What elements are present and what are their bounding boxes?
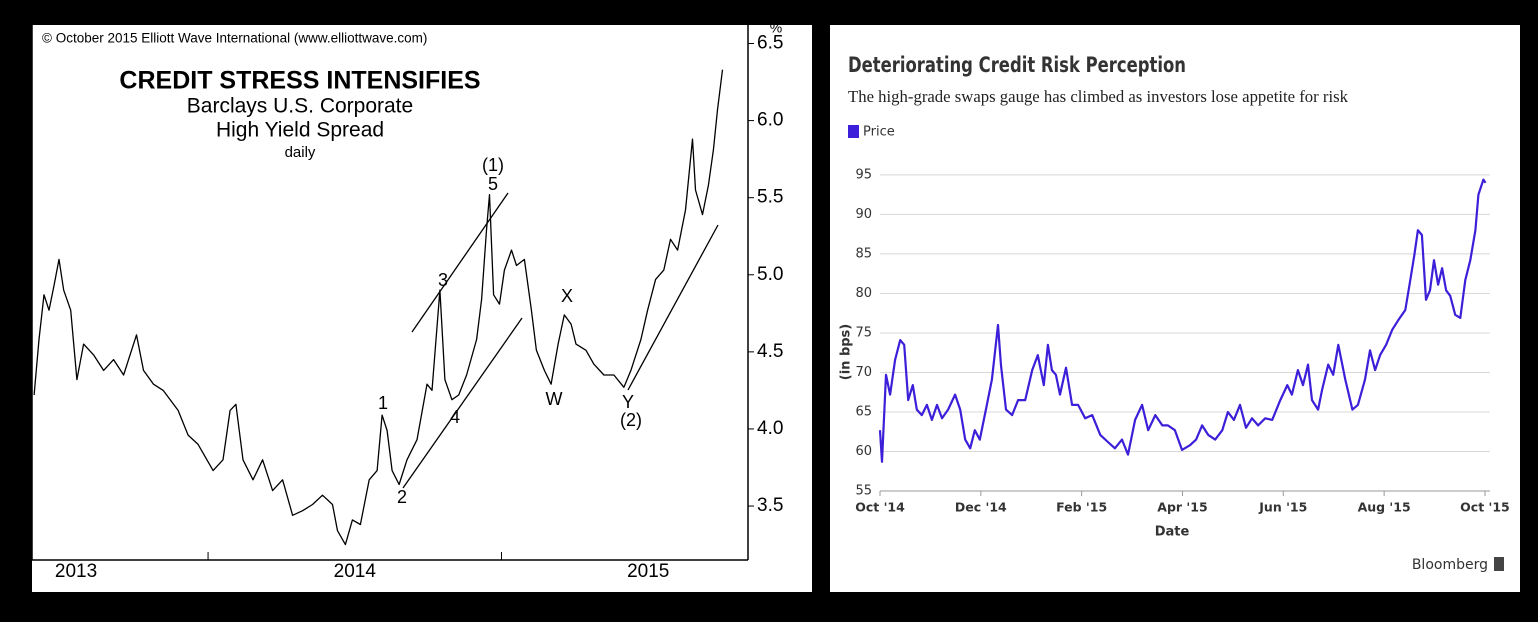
source-logo bbox=[1494, 557, 1504, 571]
x-tick-label: Feb '15 bbox=[1056, 500, 1107, 515]
y-tick-label: 80 bbox=[855, 286, 872, 301]
annotation: Y bbox=[622, 392, 634, 412]
y-unit: % bbox=[770, 20, 782, 36]
y-axis-label: (in bps) bbox=[839, 324, 854, 380]
x-tick-label: Dec '14 bbox=[955, 500, 1007, 515]
x-tick-label: Apr '15 bbox=[1157, 500, 1207, 515]
y-tick-label: 95 bbox=[855, 167, 872, 182]
x-tick-label: Oct '14 bbox=[855, 500, 905, 515]
left-panel bbox=[32, 25, 812, 592]
x-axis-label: Date bbox=[1155, 525, 1190, 540]
y-tick-label: 6.0 bbox=[757, 110, 783, 131]
annotation: 3 bbox=[438, 270, 448, 290]
y-tick-label: 4.5 bbox=[757, 341, 783, 362]
annotation: 5 bbox=[488, 174, 498, 194]
y-tick-label: 5.0 bbox=[757, 264, 783, 285]
x-tick-label: Jun '15 bbox=[1258, 500, 1307, 515]
y-tick-label: 70 bbox=[855, 365, 872, 380]
legend-label: Price bbox=[863, 125, 895, 140]
chart-subtitle: daily bbox=[285, 144, 316, 161]
x-tick-label: Aug '15 bbox=[1358, 500, 1411, 515]
legend-swatch bbox=[848, 125, 859, 138]
y-tick-label: 85 bbox=[855, 246, 872, 261]
annotation: 4 bbox=[450, 407, 460, 427]
x-tick-label: Oct '15 bbox=[1460, 500, 1510, 515]
data-line bbox=[33, 69, 724, 546]
y-tick-label: 4.0 bbox=[757, 418, 783, 439]
source: Bloomberg bbox=[1412, 557, 1488, 573]
chart-title: Deteriorating Credit Risk Perception bbox=[848, 53, 1186, 77]
data-line bbox=[878, 178, 1487, 463]
chart-title: CREDIT STRESS INTENSIFIES bbox=[119, 67, 480, 95]
y-tick-label: 5.5 bbox=[757, 187, 783, 208]
chart-subtitle: Barclays U.S. Corporate bbox=[187, 95, 413, 118]
y-tick-label: 65 bbox=[855, 404, 872, 419]
x-tick-label: 2015 bbox=[627, 561, 669, 582]
annotation: X bbox=[561, 286, 573, 306]
y-tick-label: 75 bbox=[855, 325, 872, 340]
trend-line bbox=[402, 317, 523, 489]
annotation: 1 bbox=[378, 393, 388, 413]
x-tick-label: 2014 bbox=[334, 561, 377, 582]
y-tick-label: 60 bbox=[855, 444, 872, 459]
chart-subtitle: The high-grade swaps gauge has climbed a… bbox=[848, 87, 1348, 106]
annotation: 2 bbox=[397, 487, 407, 507]
trend-line bbox=[411, 192, 509, 333]
y-tick-label: 90 bbox=[855, 207, 872, 222]
trend-line bbox=[627, 224, 719, 391]
annotation: W bbox=[546, 389, 563, 409]
x-tick-label: 2013 bbox=[55, 561, 97, 582]
annotation: (1) bbox=[482, 155, 504, 175]
y-tick-label: 6.5 bbox=[757, 33, 783, 54]
chart-subtitle: High Yield Spread bbox=[216, 119, 384, 142]
copyright: © October 2015 Elliott Wave Internationa… bbox=[42, 31, 427, 46]
y-tick-label: 3.5 bbox=[757, 495, 783, 516]
annotation: (2) bbox=[620, 410, 642, 430]
y-tick-label: 55 bbox=[855, 484, 872, 499]
